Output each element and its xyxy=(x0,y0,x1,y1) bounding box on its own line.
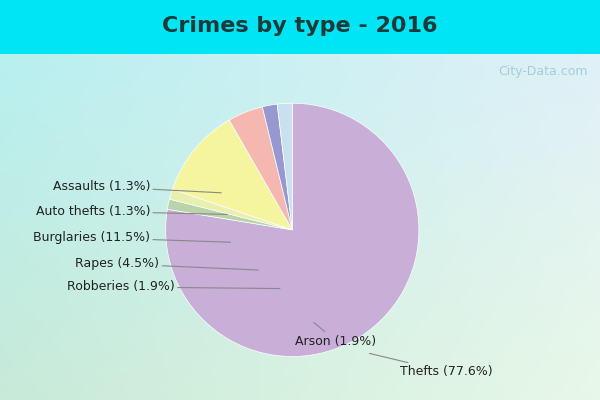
Wedge shape xyxy=(172,120,292,230)
Text: Auto thefts (1.3%): Auto thefts (1.3%) xyxy=(36,205,227,218)
Text: Thefts (77.6%): Thefts (77.6%) xyxy=(370,353,493,378)
Wedge shape xyxy=(229,107,292,230)
Text: Crimes by type - 2016: Crimes by type - 2016 xyxy=(162,16,438,36)
Wedge shape xyxy=(262,104,292,230)
Wedge shape xyxy=(169,189,292,230)
Text: Arson (1.9%): Arson (1.9%) xyxy=(295,322,376,348)
Text: Burglaries (11.5%): Burglaries (11.5%) xyxy=(33,231,230,244)
Wedge shape xyxy=(277,103,292,230)
Wedge shape xyxy=(167,199,292,230)
Text: Robberies (1.9%): Robberies (1.9%) xyxy=(67,280,280,294)
Text: City-Data.com: City-Data.com xyxy=(498,66,587,78)
Text: Assaults (1.3%): Assaults (1.3%) xyxy=(53,180,221,193)
Text: Rapes (4.5%): Rapes (4.5%) xyxy=(76,257,259,270)
Wedge shape xyxy=(166,103,419,356)
